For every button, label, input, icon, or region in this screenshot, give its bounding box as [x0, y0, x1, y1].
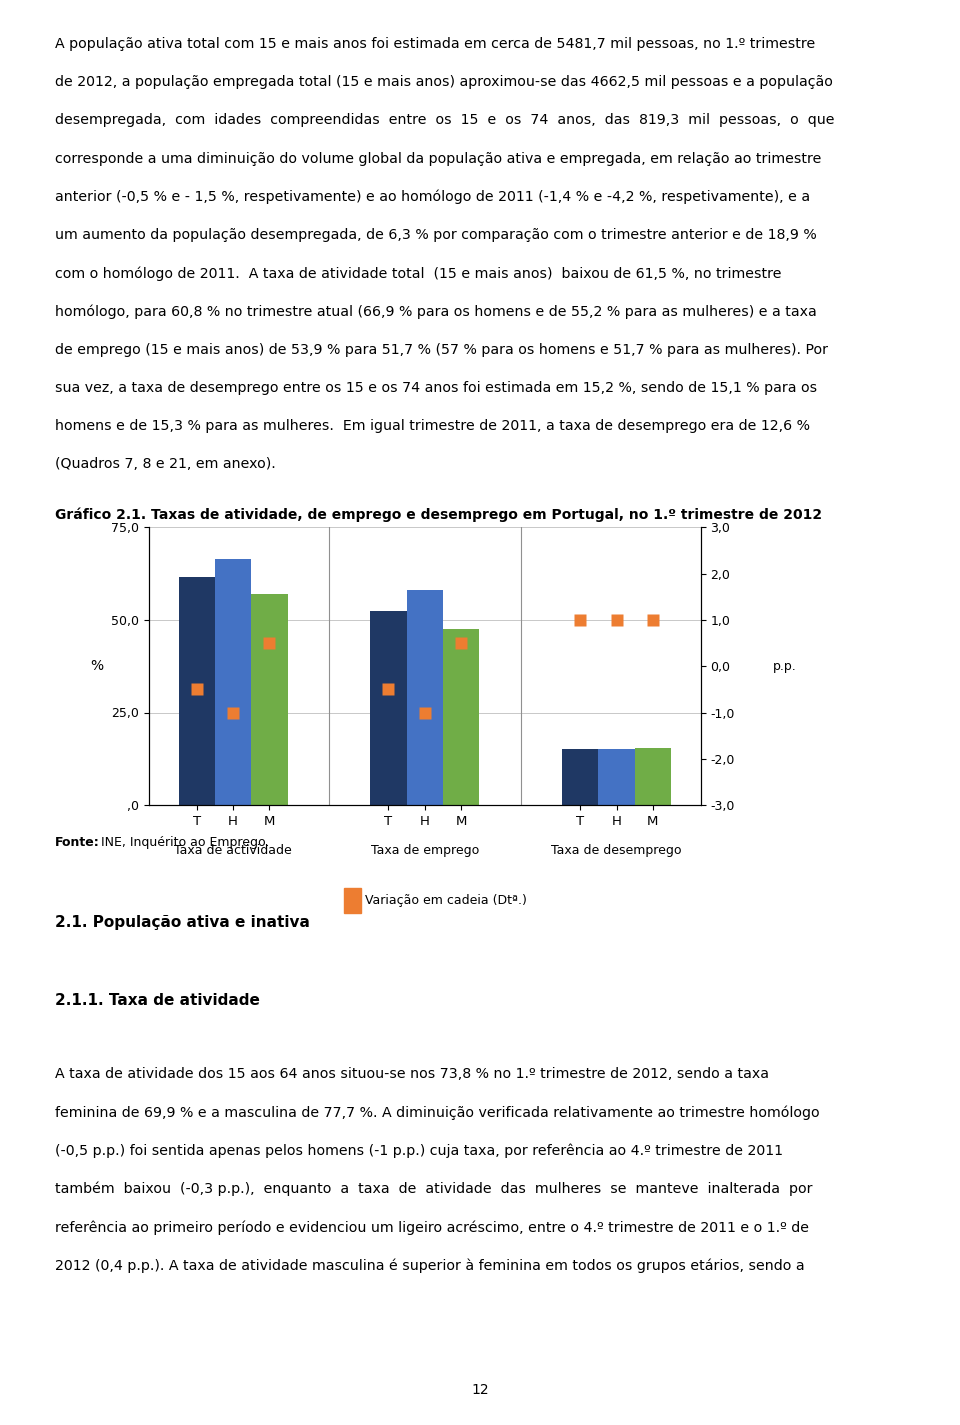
Bar	[252, 594, 288, 805]
Bar	[635, 748, 671, 805]
Text: 2.1. População ativa e inativa: 2.1. População ativa e inativa	[55, 915, 309, 931]
Text: (Quadros 7, 8 e 21, em anexo).: (Quadros 7, 8 e 21, em anexo).	[55, 457, 276, 472]
Text: Taxa de actividade: Taxa de actividade	[174, 844, 292, 856]
Text: 2.1.1. Taxa de atividade: 2.1.1. Taxa de atividade	[55, 993, 259, 1009]
Bar	[215, 559, 252, 805]
Text: Variação em cadeia (Dtª.): Variação em cadeia (Dtª.)	[365, 893, 527, 908]
Bar	[407, 590, 443, 805]
Text: também  baixou  (-0,3 p.p.),  enquanto  a  taxa  de  atividade  das  mulheres  s: também baixou (-0,3 p.p.), enquanto a ta…	[55, 1181, 812, 1197]
Text: homólogo, para 60,8 % no trimestre atual (66,9 % para os homens e de 55,2 % para: homólogo, para 60,8 % no trimestre atual…	[55, 305, 816, 319]
Bar	[598, 750, 635, 805]
Text: sua vez, a taxa de desemprego entre os 15 e os 74 anos foi estimada em 15,2 %, s: sua vez, a taxa de desemprego entre os 1…	[55, 380, 817, 395]
Bar	[443, 630, 479, 805]
Bar	[562, 748, 598, 805]
Text: (-0,5 p.p.) foi sentida apenas pelos homens (-1 p.p.) cuja taxa, por referência : (-0,5 p.p.) foi sentida apenas pelos hom…	[55, 1144, 782, 1159]
Text: 2012 (0,4 p.p.). A taxa de atividade masculina é superior à feminina em todos os: 2012 (0,4 p.p.). A taxa de atividade mas…	[55, 1258, 804, 1273]
Text: A taxa de atividade dos 15 aos 64 anos situou-se nos 73,8 % no 1.º trimestre de : A taxa de atividade dos 15 aos 64 anos s…	[55, 1067, 769, 1082]
Text: p.p.: p.p.	[773, 660, 797, 673]
Text: feminina de 69,9 % e a masculina de 77,7 %. A diminuição verificada relativament: feminina de 69,9 % e a masculina de 77,7…	[55, 1106, 819, 1120]
Text: corresponde a uma diminuição do volume global da população ativa e empregada, em: corresponde a uma diminuição do volume g…	[55, 151, 821, 165]
Text: homens e de 15,3 % para as mulheres.  Em igual trimestre de 2011, a taxa de dese: homens e de 15,3 % para as mulheres. Em …	[55, 419, 809, 433]
Bar	[179, 577, 215, 805]
Text: referência ao primeiro período e evidenciou um ligeiro acréscimo, entre o 4.º tr: referência ao primeiro período e evidenc…	[55, 1220, 808, 1234]
Text: Taxa de desemprego: Taxa de desemprego	[551, 844, 682, 856]
Text: de emprego (15 e mais anos) de 53,9 % para 51,7 % (57 % para os homens e 51,7 % : de emprego (15 e mais anos) de 53,9 % pa…	[55, 342, 828, 356]
Text: de 2012, a população empregada total (15 e mais anos) aproximou-se das 4662,5 mi: de 2012, a população empregada total (15…	[55, 76, 832, 90]
Text: Taxa de emprego: Taxa de emprego	[371, 844, 479, 856]
Text: um aumento da população desempregada, de 6,3 % por comparação com o trimestre an: um aumento da população desempregada, de…	[55, 228, 816, 242]
Text: A população ativa total com 15 e mais anos foi estimada em cerca de 5481,7 mil p: A população ativa total com 15 e mais an…	[55, 37, 815, 51]
Text: desempregada,  com  idades  compreendidas  entre  os  15  e  os  74  anos,  das : desempregada, com idades compreendidas e…	[55, 114, 834, 127]
Text: INE, Inquérito ao Emprego.: INE, Inquérito ao Emprego.	[97, 836, 270, 849]
Text: com o homólogo de 2011.  A taxa de atividade total  (15 e mais anos)  baixou de : com o homólogo de 2011. A taxa de ativid…	[55, 266, 781, 281]
Y-axis label: %: %	[90, 660, 104, 673]
Text: 12: 12	[471, 1382, 489, 1396]
Text: Gráfico 2.1. Taxas de atividade, de emprego e desemprego em Portugal, no 1.º tri: Gráfico 2.1. Taxas de atividade, de empr…	[55, 507, 822, 522]
Text: anterior (-0,5 % e - 1,5 %, respetivamente) e ao homólogo de 2011 (-1,4 % e -4,2: anterior (-0,5 % e - 1,5 %, respetivamen…	[55, 190, 810, 204]
Text: Fonte:: Fonte:	[55, 836, 100, 849]
Bar	[371, 611, 407, 805]
